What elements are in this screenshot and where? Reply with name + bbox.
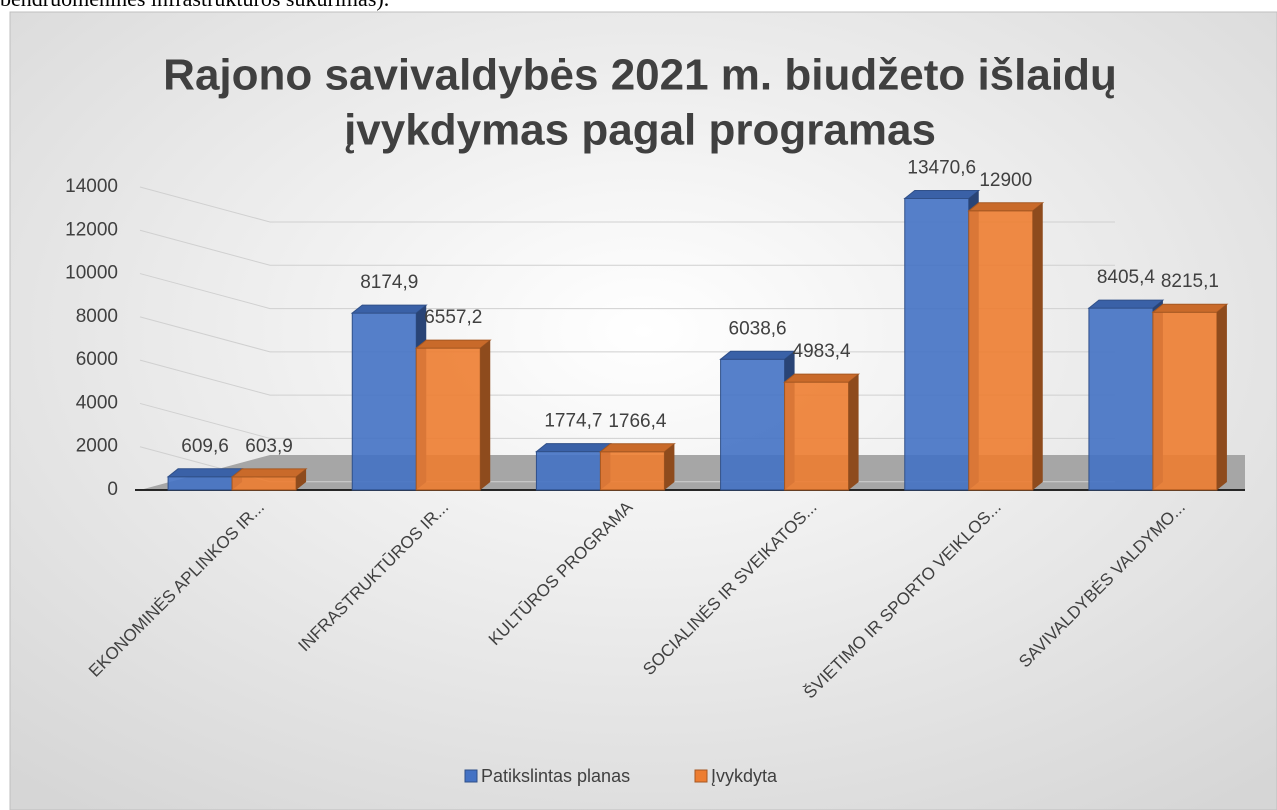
- grid-line: [139, 186, 1115, 223]
- bar-front: [1152, 311, 1218, 491]
- legend-swatch: [464, 769, 478, 783]
- bar: [1151, 303, 1229, 491]
- bar: [230, 468, 308, 491]
- bar: [1087, 299, 1165, 491]
- data-label: 8215,1: [1161, 271, 1219, 292]
- data-label: 1766,4: [608, 411, 667, 432]
- bar-top: [230, 468, 308, 478]
- bar-front: [720, 358, 786, 491]
- bar-top: [783, 373, 861, 383]
- legend-label: Patikslintas planas: [481, 766, 630, 786]
- data-label: 6557,2: [424, 307, 482, 328]
- bar-side: [848, 374, 859, 490]
- y-tick-label: 2000: [76, 436, 118, 457]
- bar: [350, 304, 428, 491]
- chart-title: Rajono savivaldybės 2021 m. biudžeto išl…: [163, 51, 1117, 100]
- document-text: bendruomeninės infrastruktūros sukūrimas…: [0, 0, 389, 12]
- bar: [903, 189, 981, 491]
- bar-side: [1032, 202, 1043, 491]
- y-tick-label: 4000: [76, 392, 118, 413]
- grid-line: [139, 273, 1115, 310]
- bar-top: [719, 350, 797, 360]
- data-label: 8174,9: [360, 272, 418, 293]
- chart-area: [9, 11, 1277, 810]
- data-label: 8405,4: [1097, 267, 1156, 288]
- bar-top: [1151, 303, 1229, 313]
- data-label: 12900: [979, 170, 1032, 191]
- bar-top: [350, 304, 428, 314]
- bar-front: [599, 451, 665, 491]
- bar-top: [534, 443, 612, 453]
- y-tick-label: 8000: [76, 306, 118, 327]
- data-label: 609,6: [181, 436, 229, 457]
- bar-front: [351, 312, 417, 491]
- grid-line: [139, 316, 1115, 353]
- y-tick-label: 12000: [65, 219, 118, 240]
- bar-front: [1088, 307, 1154, 491]
- data-label: 1774,7: [544, 411, 602, 432]
- bar-side: [296, 468, 307, 490]
- bar-front: [415, 347, 481, 491]
- data-label: 6038,6: [729, 318, 787, 339]
- bar-front: [535, 451, 601, 491]
- bar: [534, 443, 612, 491]
- y-tick-label: 14000: [65, 176, 118, 197]
- bar: [967, 202, 1045, 491]
- data-label: 13470,6: [907, 157, 976, 178]
- bar-front: [904, 197, 970, 491]
- bar-front: [231, 476, 297, 491]
- y-tick-label: 6000: [76, 349, 118, 370]
- bar-top: [414, 339, 492, 349]
- legend-swatch: [694, 769, 708, 783]
- bar-side: [1216, 304, 1227, 490]
- bar: [414, 339, 492, 491]
- bar-front: [167, 476, 233, 491]
- bar-top: [967, 202, 1045, 212]
- bar: [719, 350, 797, 491]
- bar: [783, 373, 861, 491]
- legend-label: Įvykdyta: [711, 766, 778, 786]
- y-tick-label: 10000: [65, 263, 118, 284]
- grid-line: [139, 229, 1115, 266]
- bar-top: [598, 443, 676, 453]
- bar-top: [1087, 299, 1165, 309]
- data-label: 4983,4: [793, 341, 852, 362]
- bar-top: [903, 189, 981, 199]
- bar-front: [968, 210, 1034, 491]
- y-tick-label: 0: [107, 479, 118, 500]
- bar: [598, 443, 676, 491]
- bar-side: [664, 443, 675, 490]
- bar-front: [784, 381, 850, 491]
- chart-title: įvykdymas pagal programas: [344, 106, 936, 155]
- bar-side: [480, 340, 491, 490]
- bar-top: [166, 468, 244, 478]
- bar: [166, 468, 244, 491]
- data-label: 603,9: [245, 436, 293, 457]
